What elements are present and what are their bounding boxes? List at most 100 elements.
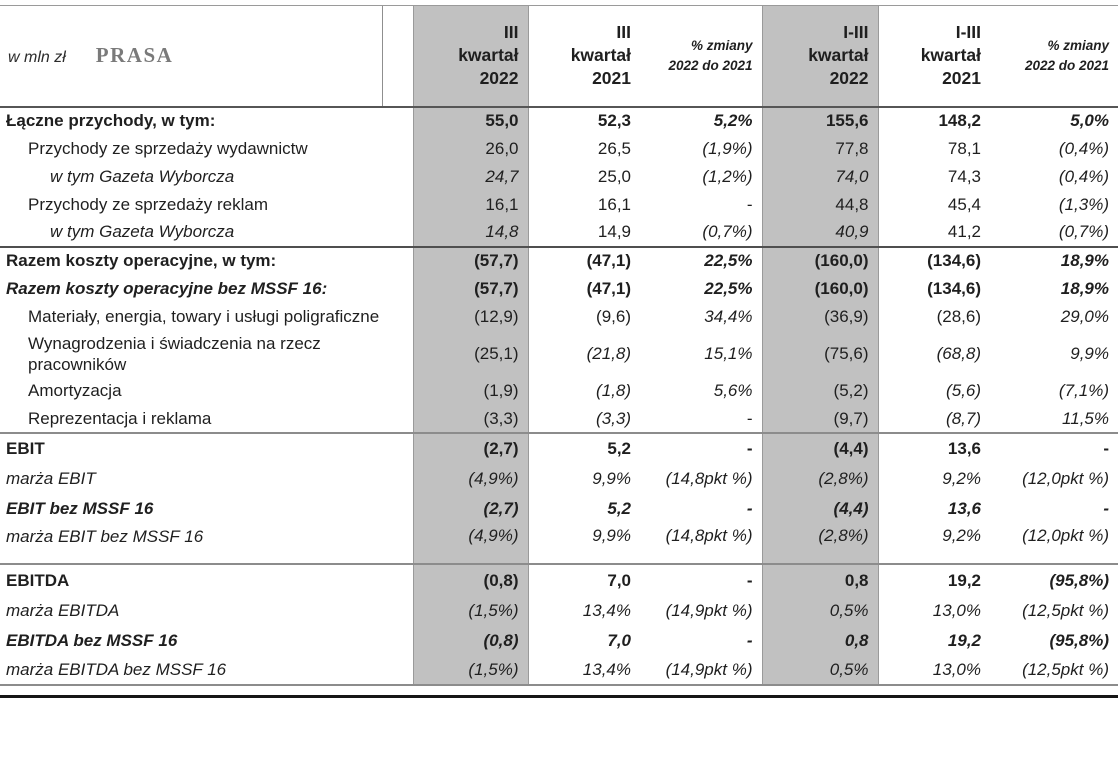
table-header: w mln zł PRASA III kwartał 2022 III kwart… <box>0 5 1118 108</box>
table-body: Łączne przychody, w tym: 55,0 52,3 5,2% 155,… <box>0 106 1118 687</box>
value-cell: 14,9 <box>597 222 631 242</box>
value-cell: (3,3) <box>412 405 529 433</box>
value-cell: - <box>640 432 762 464</box>
value-cell: (8,7) <box>946 408 981 428</box>
value-cell: (4,4) <box>761 432 879 464</box>
value-cell: (14,8pkt %) <box>665 526 753 545</box>
table-row: Razem koszty operacyjne, w tym: (57,7) (47… <box>0 245 1118 275</box>
value-cell: (0,7%) <box>702 222 753 242</box>
value-cell: 0,8 <box>761 625 879 656</box>
row-label: Wynagrodzenia i świadczenia na rzecz pra… <box>28 333 321 374</box>
table-row: Przychody ze sprzedaży wydawnictw 26,0 26,… <box>0 134 1118 163</box>
value-cell: (2,8%) <box>761 464 879 494</box>
table-row: w tym Gazeta Wyborcza 14,8 14,9 (0,7%) 40,9 4… <box>0 218 1118 247</box>
value-cell: (14,9pkt %) <box>665 600 753 620</box>
value-cell: (1,5%) <box>412 595 529 626</box>
table-row: Razem koszty operacyjne bez MSSF 16: (57,… <box>0 274 1118 303</box>
value-cell: - <box>746 630 753 650</box>
col-header-q1q3-2022: I-III kwartał 2022 <box>761 5 879 108</box>
value-cell: 13,0% <box>878 655 990 687</box>
value-cell: 14,8 <box>412 218 529 247</box>
value-cell: (2,7) <box>412 494 529 524</box>
value-cell: 77,8 <box>761 134 879 163</box>
row-label: Razem koszty operacyjne bez MSSF 16: <box>6 278 328 298</box>
value-cell: 9,2% <box>942 469 981 489</box>
row-label: marża EBIT bez MSSF 16 <box>6 527 204 546</box>
value-cell: 0,5% <box>761 655 879 687</box>
col-header-q3-2022: III kwartał 2022 <box>412 5 529 108</box>
value-cell: (0,7%) <box>1058 222 1109 242</box>
row-label: EBIT bez MSSF 16 <box>6 499 154 519</box>
table-row: Materiały, energia, towary i usługi poli… <box>0 302 1118 331</box>
table-row: Wynagrodzenia i świadczenia na rzecz pra… <box>0 330 1118 377</box>
table-row: EBIT bez MSSF 16 (2,7) 5,2- (4,4) 13,6- <box>0 494 1118 524</box>
value-cell: 55,0 <box>412 106 529 135</box>
segment-title: PRASA <box>95 42 174 67</box>
col-header-q3-2021: III kwartał 2021 <box>528 5 640 108</box>
table-row: Przychody ze sprzedaży reklam 16,1 16,1 -44… <box>0 190 1118 219</box>
value-cell: 5,6% <box>713 381 753 401</box>
value-cell: (0,4%) <box>1058 138 1109 158</box>
table-row: marża EBIT bez MSSF 16 (4,9%) 9,9% (14,8pkt… <box>0 524 1118 565</box>
value-cell: (28,6) <box>936 306 981 326</box>
value-cell: (160,0) <box>761 245 879 275</box>
value-cell: 25,0 <box>597 166 631 186</box>
value-cell: (95,8%) <box>1049 630 1109 650</box>
value-cell: 26,0 <box>412 134 529 163</box>
value-cell: (12,0pkt %) <box>1022 526 1109 545</box>
row-label: EBITDA bez MSSF 16 <box>6 630 178 650</box>
table-row: EBIT (2,7) 5,2- (4,4) 13,6- <box>0 432 1118 464</box>
row-label: Przychody ze sprzedaży wydawnictw <box>28 138 308 158</box>
value-cell: (7,1%) <box>1058 381 1109 401</box>
header-row: w mln zł PRASA III kwartał 2022 III kwart… <box>0 5 1118 108</box>
value-cell: (0,4%) <box>1058 166 1109 186</box>
col-header-q1q3-2021: I-III kwartał 2021 <box>878 5 990 108</box>
prasa-financial-table: w mln zł PRASA III kwartał 2022 III kwart… <box>0 5 1118 687</box>
value-cell: (1,5%) <box>412 655 529 687</box>
value-cell: (4,9%) <box>412 464 529 494</box>
value-cell: (47,1) <box>528 245 640 275</box>
value-cell: 7,0 <box>528 563 640 596</box>
row-label: EBIT <box>0 432 413 464</box>
value-cell: (12,5pkt %) <box>990 655 1118 687</box>
value-cell: 9,9% <box>592 526 631 545</box>
table-title-cell: w mln zł PRASA <box>0 5 413 108</box>
value-cell: 74,0 <box>761 162 879 191</box>
value-cell: 41,2 <box>947 222 981 242</box>
value-cell: 40,9 <box>761 218 879 247</box>
value-cell: (2,8%) <box>761 524 879 565</box>
value-cell: 18,9% <box>1060 278 1109 298</box>
value-cell: - <box>746 408 753 428</box>
value-cell: 16,1 <box>597 194 631 214</box>
value-cell: (12,5pkt %) <box>1022 600 1109 620</box>
value-cell: 24,7 <box>412 162 529 191</box>
value-cell: (47,1) <box>586 278 631 298</box>
value-cell: - <box>746 499 753 519</box>
row-label: marża EBITDA <box>6 600 120 620</box>
col-header-change-q3: % zmiany 2022 do 2021 <box>640 5 762 108</box>
value-cell: 13,4% <box>528 655 640 687</box>
row-label: Łączne przychody, w tym: <box>6 111 216 131</box>
value-cell: 7,0 <box>607 630 631 650</box>
value-cell: 0,8 <box>761 563 879 596</box>
value-cell: 29,0% <box>1060 306 1109 326</box>
value-cell: (1,2%) <box>702 166 753 186</box>
value-cell: (5,2) <box>761 377 879 405</box>
table-row: Reprezentacja i reklama (3,3) (3,3) - (9,7) (… <box>0 405 1118 433</box>
value-cell: (9,6) <box>596 306 631 326</box>
value-cell: 22,5% <box>640 245 762 275</box>
row-label: marża EBIT <box>6 469 96 489</box>
value-cell: (9,7) <box>761 405 879 433</box>
col-header-change-q1q3: % zmiany 2022 do 2021 <box>990 5 1118 108</box>
value-cell: (57,7) <box>412 245 529 275</box>
value-cell: 155,6 <box>761 106 879 135</box>
value-cell: 5,2% <box>713 111 753 131</box>
value-cell: 13,6 <box>947 499 981 519</box>
value-cell: (160,0) <box>761 274 879 303</box>
value-cell: - <box>1103 499 1109 519</box>
value-cell: (134,6) <box>878 245 990 275</box>
value-cell: (2,7) <box>412 432 529 464</box>
value-cell: (14,8pkt %) <box>665 469 753 489</box>
value-cell: 13,0% <box>932 600 981 620</box>
value-cell: (4,4) <box>761 494 879 524</box>
